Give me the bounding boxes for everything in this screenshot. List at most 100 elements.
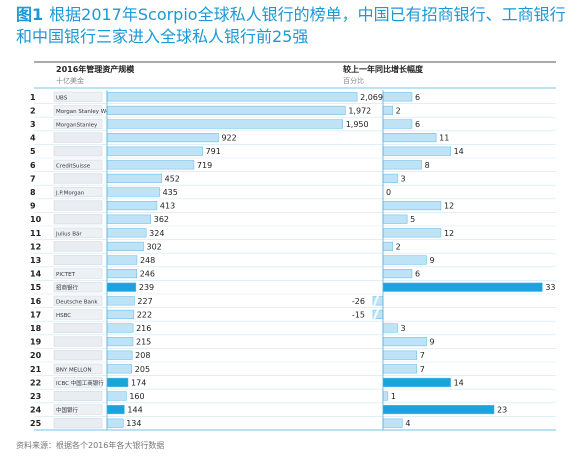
- aum-bar: [106, 323, 134, 333]
- rank-label: 2: [30, 106, 36, 115]
- aum-value-label: 248: [140, 256, 155, 265]
- growth-bar: [382, 405, 495, 415]
- growth-panel-unit: 百分比: [343, 76, 364, 85]
- rank-label: 21: [30, 365, 42, 374]
- aum-value-label: 239: [139, 283, 154, 292]
- aum-value-label: 362: [154, 215, 169, 224]
- aum-value-label: 144: [127, 406, 142, 415]
- growth-value-label: 33: [545, 283, 555, 292]
- growth-bar: [382, 364, 418, 374]
- growth-bar: [382, 105, 393, 115]
- bank-logo: [53, 404, 103, 415]
- aum-bar: [106, 214, 152, 224]
- rank-label: 1: [30, 93, 36, 102]
- bank-logo: [53, 363, 103, 374]
- bank-logo: [53, 241, 103, 252]
- bank-logo: [53, 146, 103, 157]
- growth-bar: [382, 391, 389, 401]
- aum-value-label: 922: [221, 134, 236, 143]
- growth-panel-title: 较上一年同比增长幅度: [343, 64, 424, 74]
- rank-label: 22: [30, 378, 41, 387]
- aum-value-label: 227: [137, 297, 152, 306]
- bank-logo-label: BNY MELLON: [56, 367, 92, 373]
- aum-bar: [106, 201, 158, 211]
- growth-value-label: 2: [396, 242, 401, 251]
- growth-bar: [382, 214, 408, 224]
- aum-value-label: 452: [165, 174, 180, 183]
- bank-logo: [53, 118, 103, 130]
- aum-bar: [106, 146, 203, 156]
- rank-label: 9: [30, 202, 36, 211]
- aum-bar: [106, 405, 125, 415]
- growth-bar: [382, 282, 543, 292]
- rank-label: 17: [30, 310, 41, 319]
- growth-value-label: 23: [497, 406, 507, 415]
- growth-value-label: 6: [415, 93, 420, 102]
- growth-bar: [382, 173, 398, 183]
- growth-value-label: 6: [415, 120, 420, 129]
- bank-logo: [53, 227, 103, 238]
- aum-bar: [106, 173, 162, 183]
- growth-value-label: 9: [429, 338, 434, 347]
- bank-logo: [53, 390, 103, 402]
- rank-label: 15: [30, 283, 42, 292]
- aum-bar: [106, 309, 135, 319]
- aum-bar: [106, 418, 124, 428]
- growth-bar: [382, 418, 403, 428]
- aum-value-label: 302: [147, 242, 162, 251]
- aum-value-label: 413: [160, 202, 175, 211]
- bank-logo: [53, 309, 103, 320]
- growth-value-label: 11: [439, 134, 449, 143]
- aum-bar: [106, 92, 358, 102]
- axis-break-mark: [373, 309, 379, 320]
- bank-logo: [53, 159, 103, 170]
- growth-bar: [382, 146, 451, 156]
- aum-value-label: 205: [135, 365, 150, 374]
- growth-bar: [382, 323, 398, 333]
- aum-bar: [106, 255, 138, 265]
- bank-logo: [53, 377, 103, 388]
- aum-bar: [106, 119, 343, 129]
- rank-label: 19: [30, 338, 42, 347]
- aum-value-label: 324: [149, 229, 164, 238]
- aum-bar: [106, 282, 137, 292]
- growth-bar: [382, 160, 422, 170]
- aum-value-label: 1,972: [348, 106, 371, 115]
- figure-title: 图1 根据2017年Scorpio全球私人银行的榜单，中国已有招商银行、工商银行和…: [16, 4, 572, 48]
- bank-logo-label: UBS: [56, 95, 68, 101]
- aum-panel-title: 2016年管理资产规模: [56, 64, 135, 74]
- bank-logo-label: PICTET: [56, 272, 76, 278]
- growth-value-label: 12: [444, 202, 454, 211]
- growth-value-label: 5: [410, 215, 415, 224]
- growth-value-label: 9: [429, 256, 434, 265]
- growth-value-label: 1: [391, 392, 396, 401]
- bank-logo-label: MorganStanley: [56, 123, 98, 129]
- bank-logo: [53, 322, 103, 334]
- bank-logo: [53, 336, 103, 347]
- rank-label: 12: [30, 242, 41, 251]
- bank-logo-label: 招商银行: [56, 284, 79, 292]
- bank-logo-label: Julius Bär: [55, 231, 82, 237]
- aum-value-label: 246: [140, 270, 155, 279]
- aum-value-label: 134: [126, 419, 141, 428]
- growth-bar: [382, 350, 418, 360]
- growth-value-label: 4: [405, 419, 410, 428]
- aum-bar: [106, 377, 129, 387]
- growth-bar: [382, 228, 442, 238]
- rank-label: 16: [30, 297, 42, 306]
- aum-bar: [106, 187, 160, 197]
- figure-number: 图1: [16, 5, 44, 24]
- aum-value-label: 2,069: [360, 93, 383, 102]
- bank-logo: [53, 254, 103, 266]
- rank-label: 8: [30, 188, 36, 197]
- rank-label: 4: [30, 134, 36, 143]
- growth-bar: [382, 92, 413, 102]
- aum-value-label: 719: [197, 161, 212, 170]
- bank-logo-label: 中国银行: [56, 406, 79, 414]
- rank-label: 11: [30, 229, 42, 238]
- rank-label: 3: [30, 120, 36, 129]
- bank-logo: [53, 295, 103, 306]
- rank-label: 18: [30, 324, 42, 333]
- bank-logo: [53, 105, 103, 116]
- aum-value-label: 1,950: [346, 120, 369, 129]
